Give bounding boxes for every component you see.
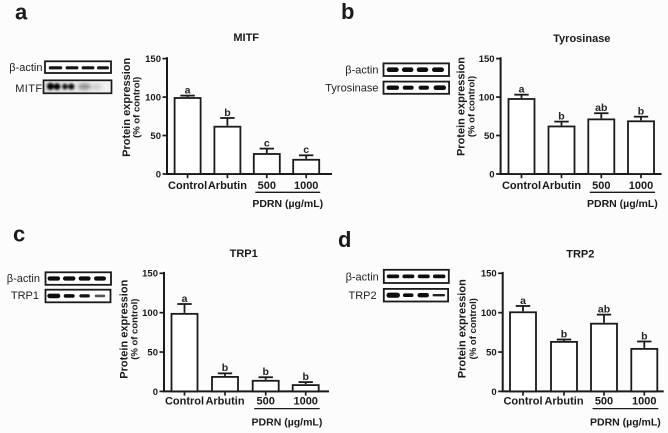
svg-text:500: 500	[592, 180, 610, 192]
svg-text:Arbutin: Arbutin	[544, 396, 583, 408]
svg-text:50: 50	[150, 131, 161, 142]
svg-text:50: 50	[486, 347, 497, 358]
svg-text:0: 0	[491, 387, 496, 398]
svg-text:100: 100	[142, 308, 158, 319]
svg-text:a: a	[185, 84, 191, 96]
svg-text:50: 50	[484, 131, 495, 142]
svg-text:b: b	[222, 362, 228, 374]
svg-text:Protein expression: Protein expression	[457, 279, 469, 378]
svg-text:β-actin: β-actin	[9, 62, 42, 74]
svg-text:0: 0	[489, 169, 494, 180]
svg-text:b: b	[561, 328, 567, 340]
svg-text:(% of control): (% of control)	[130, 299, 141, 360]
svg-text:β-actin: β-actin	[346, 271, 379, 283]
svg-text:Protein expression: Protein expression	[121, 58, 133, 157]
svg-text:Protein expression: Protein expression	[456, 57, 468, 156]
svg-text:1000: 1000	[293, 396, 317, 408]
svg-text:a: a	[519, 83, 525, 95]
svg-text:150: 150	[145, 54, 161, 65]
svg-text:b: b	[641, 330, 647, 342]
svg-text:TRP1: TRP1	[230, 248, 258, 260]
svg-text:MITF: MITF	[15, 83, 42, 95]
svg-text:c: c	[264, 137, 270, 149]
svg-text:Tyrosinase: Tyrosinase	[553, 33, 610, 45]
svg-text:c: c	[13, 222, 25, 247]
svg-text:500: 500	[257, 396, 275, 408]
svg-text:0: 0	[156, 169, 161, 180]
svg-text:b: b	[638, 105, 644, 117]
svg-text:MITF: MITF	[233, 32, 259, 44]
svg-text:TRP1: TRP1	[11, 290, 39, 302]
svg-text:500: 500	[595, 396, 613, 408]
svg-text:β-actin: β-actin	[345, 65, 378, 77]
svg-text:Control: Control	[168, 180, 207, 192]
svg-text:d: d	[338, 227, 351, 252]
svg-text:TRP2: TRP2	[566, 249, 594, 261]
svg-text:Arbutin: Arbutin	[205, 396, 244, 408]
svg-text:150: 150	[142, 269, 158, 280]
svg-text:b: b	[302, 371, 308, 383]
svg-text:1000: 1000	[294, 180, 318, 192]
svg-text:500: 500	[258, 180, 276, 192]
svg-text:b: b	[224, 107, 230, 119]
svg-text:a: a	[182, 293, 188, 305]
svg-text:c: c	[303, 144, 309, 156]
svg-text:Control: Control	[503, 396, 542, 408]
svg-text:0: 0	[153, 387, 158, 398]
svg-text:b: b	[558, 110, 564, 122]
svg-text:100: 100	[481, 308, 497, 319]
svg-text:PDRN (µg/mL): PDRN (µg/mL)	[252, 198, 323, 210]
svg-text:Arbutin: Arbutin	[542, 180, 581, 192]
svg-text:(% of control): (% of control)	[468, 298, 479, 359]
svg-text:(% of control): (% of control)	[467, 76, 478, 137]
svg-text:ab: ab	[598, 303, 610, 315]
svg-text:150: 150	[479, 54, 495, 65]
svg-text:a: a	[520, 295, 526, 307]
svg-text:b: b	[262, 366, 268, 378]
svg-text:PDRN (µg/mL): PDRN (µg/mL)	[587, 198, 658, 210]
svg-text:1000: 1000	[629, 180, 653, 192]
svg-text:(% of control): (% of control)	[131, 77, 142, 138]
svg-text:b: b	[341, 0, 354, 24]
svg-text:a: a	[15, 0, 28, 25]
svg-text:β-actin: β-actin	[7, 273, 40, 285]
svg-text:100: 100	[145, 92, 161, 103]
svg-text:PDRN (µg/mL): PDRN (µg/mL)	[590, 416, 661, 428]
svg-text:Arbutin: Arbutin	[208, 180, 247, 192]
svg-text:100: 100	[479, 92, 495, 103]
svg-text:ab: ab	[595, 102, 607, 114]
svg-text:PDRN (µg/mL): PDRN (µg/mL)	[252, 416, 323, 428]
svg-text:Control: Control	[165, 396, 204, 408]
svg-text:Control: Control	[502, 180, 541, 192]
svg-text:Protein expression: Protein expression	[118, 279, 130, 378]
svg-text:Tyrosinase: Tyrosinase	[325, 83, 378, 95]
svg-text:50: 50	[147, 347, 158, 358]
svg-text:1000: 1000	[632, 396, 656, 408]
svg-text:TRP2: TRP2	[348, 290, 376, 302]
svg-text:150: 150	[481, 269, 497, 280]
